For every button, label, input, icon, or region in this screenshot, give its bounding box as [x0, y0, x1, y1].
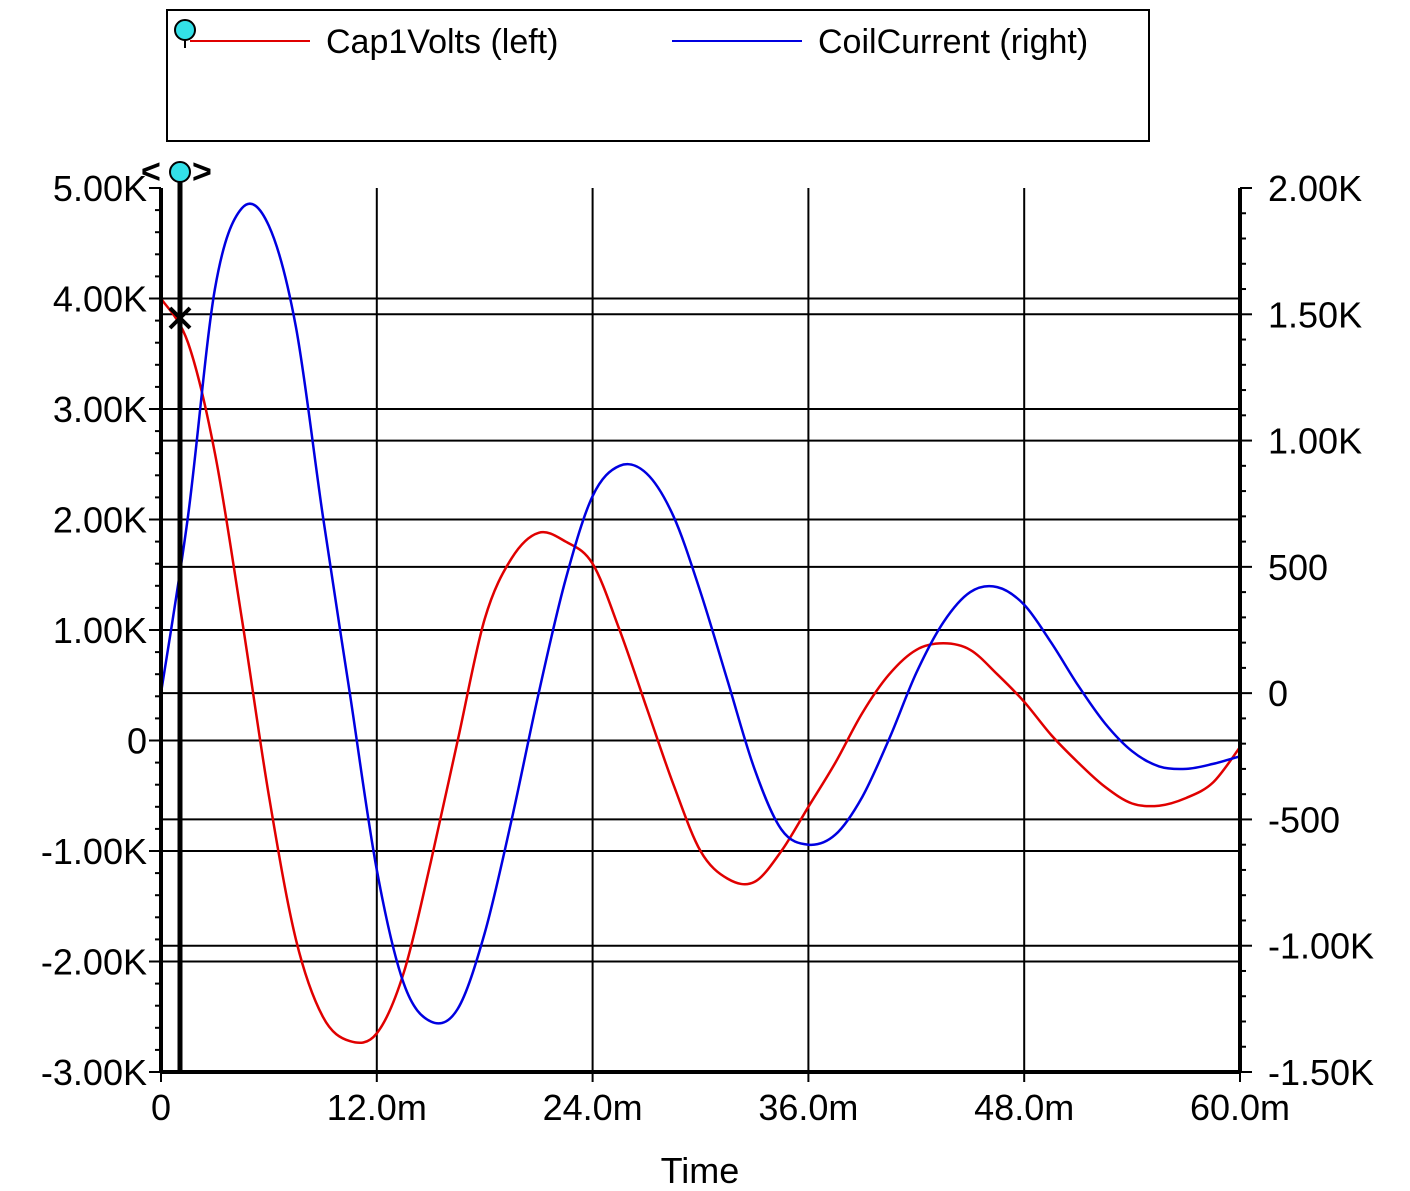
y-left-tick-label: 2.00K [53, 500, 147, 541]
y-right-tick-label: 0 [1268, 673, 1288, 714]
y-right-tick-label: -1.00K [1268, 926, 1374, 967]
y-right-tick-label: -500 [1268, 799, 1340, 840]
axis-layer [149, 187, 1252, 1082]
y-left-tick-label: 1.00K [53, 610, 147, 651]
legend-marker-icon[interactable] [174, 19, 196, 48]
grid-layer [161, 188, 1240, 1072]
cursor-handle-icon[interactable] [169, 161, 191, 183]
y-left-tick-label: -2.00K [41, 942, 147, 983]
x-tick-label: 36.0m [758, 1087, 858, 1128]
y-right-tick-label: -1.50K [1268, 1052, 1374, 1093]
cursor-right-arrow-icon[interactable]: > [192, 153, 212, 191]
y-right-tick-label: 500 [1268, 547, 1328, 588]
y-left-tick-label: 0 [127, 721, 147, 762]
x-tick-label: 48.0m [974, 1087, 1074, 1128]
y-right-tick-label: 1.00K [1268, 421, 1362, 462]
x-tick-label: 12.0m [327, 1087, 427, 1128]
legend-label-coilcurrent: CoilCurrent (right) [818, 23, 1088, 61]
cursor[interactable]: < > [141, 153, 212, 1072]
y-left-tick-label: 5.00K [53, 168, 147, 209]
series-line-coilcurrent [159, 202, 1241, 1025]
x-axis-title: Time [661, 1150, 740, 1191]
y-left-tick-label: 4.00K [53, 279, 147, 320]
y-left-tick-label: -1.00K [41, 831, 147, 872]
x-tick-label: 24.0m [543, 1087, 643, 1128]
x-tick-label: 60.0m [1190, 1087, 1290, 1128]
y-right-tick-label: 1.50K [1268, 294, 1362, 335]
legend-label-cap1volts: Cap1Volts (left) [326, 23, 558, 61]
y-right-tick-label: 2.00K [1268, 168, 1362, 209]
cursor-marker-icon [168, 306, 192, 330]
cursor-left-arrow-icon[interactable]: < [141, 153, 161, 191]
series-layer [159, 202, 1241, 1045]
series-line-cap1volts [159, 297, 1241, 1045]
y-left-tick-label: 3.00K [53, 389, 147, 430]
x-tick-label: 0 [151, 1087, 171, 1128]
legend-box [166, 9, 1150, 142]
tick-label-layer: 5.00K 4.00K 3.00K 2.00K 1.00K 0 -1.00K -2.00K -3… [41, 168, 1374, 1128]
y-left-tick-label: -3.00K [41, 1052, 147, 1093]
